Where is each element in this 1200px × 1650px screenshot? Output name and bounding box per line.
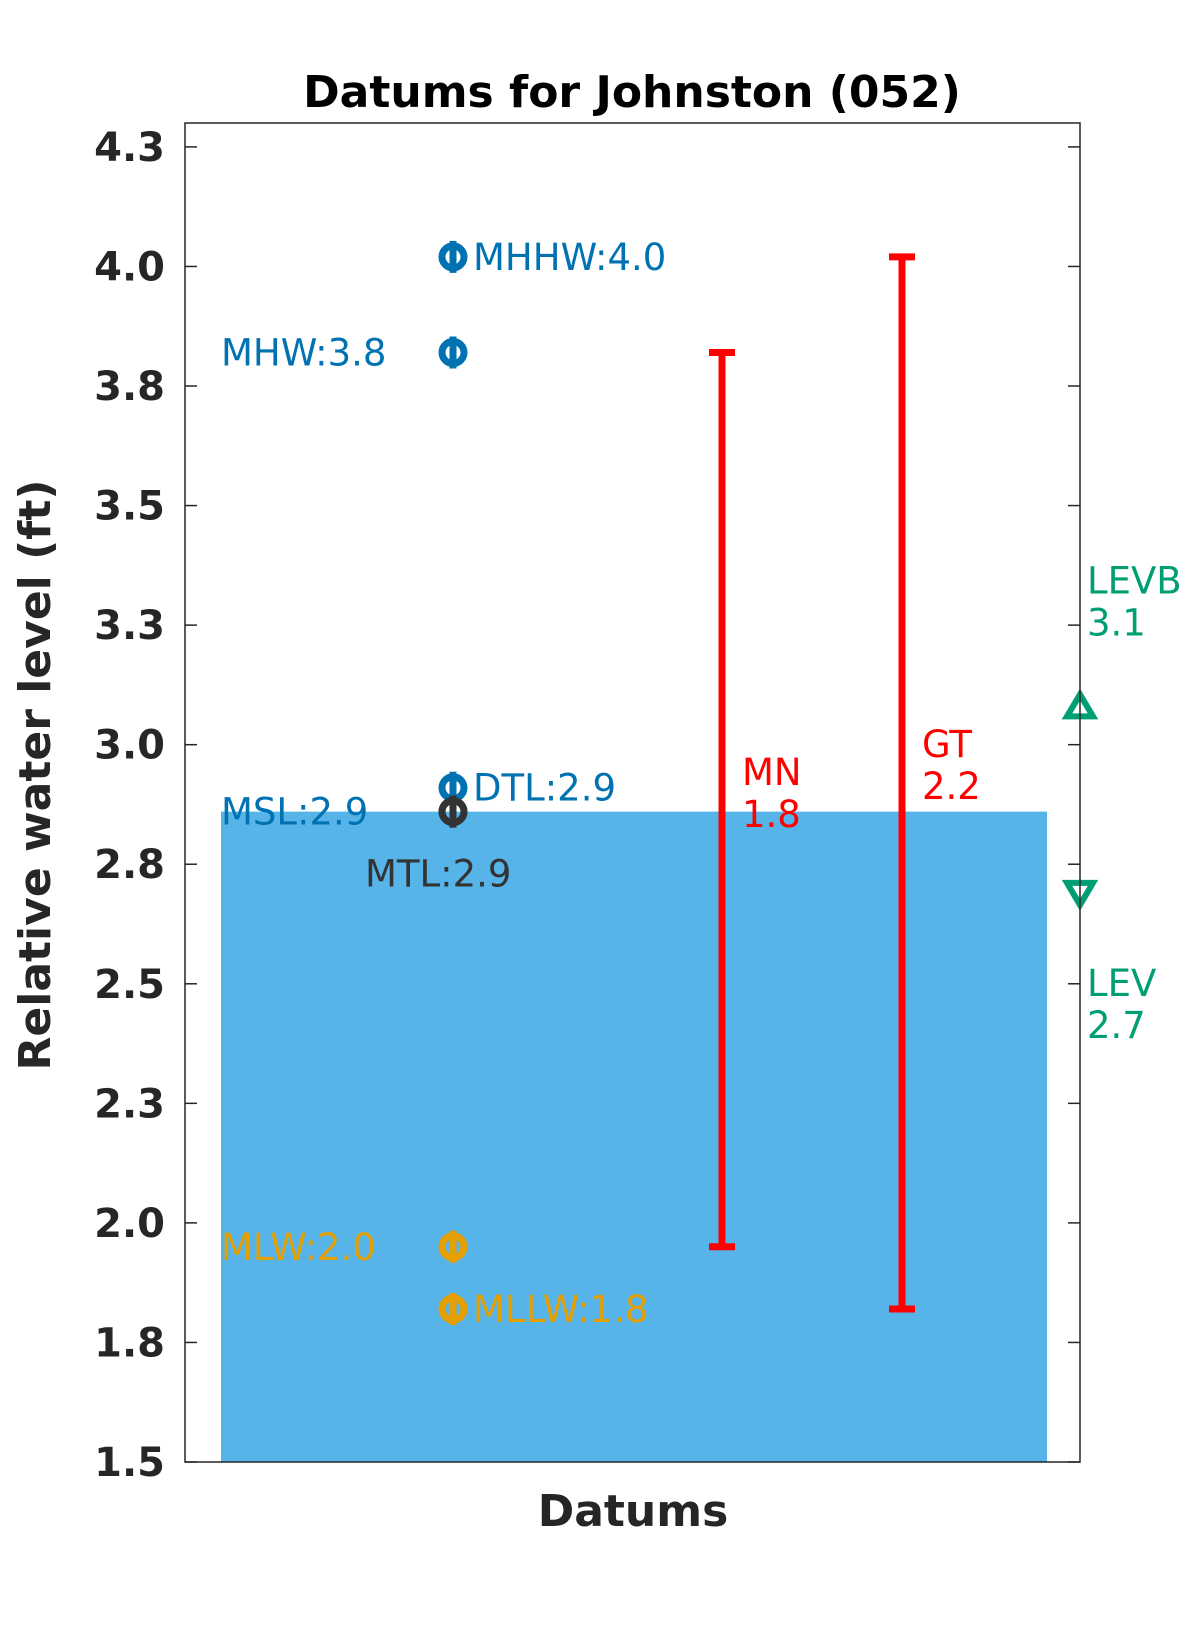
extreme-value-lev: 2.7 bbox=[1087, 1004, 1146, 1047]
y-tick-label: 2.3 bbox=[94, 1081, 165, 1127]
range-label-gt: GT bbox=[922, 723, 972, 766]
y-tick-label: 2.5 bbox=[94, 962, 165, 1008]
datum-label-dtl: DTL:2.9 bbox=[473, 767, 616, 810]
datum-mhw: MHW:3.8 bbox=[221, 332, 468, 375]
y-tick-label: 2.0 bbox=[94, 1201, 165, 1247]
y-tick-label: 3.0 bbox=[94, 723, 165, 769]
range-value-gt: 2.2 bbox=[922, 765, 981, 808]
range-label-mn: MN bbox=[742, 751, 802, 794]
datum-label-mlw: MLW:2.0 bbox=[221, 1226, 376, 1269]
y-tick-label: 1.8 bbox=[94, 1320, 165, 1366]
datum-mtl: MTL:2.9 bbox=[365, 795, 511, 896]
y-tick-label: 1.5 bbox=[94, 1440, 165, 1486]
datum-mhhw: MHHW:4.0 bbox=[438, 236, 666, 279]
axis-layer: 1.5 1.8 2.0 2.3 2.5 2.8 3.0 3.3 3.5 3.8 4.0 4.3 bbox=[94, 122, 1081, 1486]
extreme-label-lev: LEV bbox=[1087, 962, 1156, 1005]
water-level-bar-layer bbox=[221, 811, 1047, 1462]
y-tick-label: 3.5 bbox=[94, 484, 165, 530]
water-level-bar bbox=[221, 811, 1047, 1462]
datum-label-mhhw: MHHW:4.0 bbox=[473, 236, 666, 279]
datum-label-mtl: MTL:2.9 bbox=[365, 853, 511, 896]
datum-label-mllw: MLLW:1.8 bbox=[473, 1288, 648, 1331]
range-gt: GT2.2 bbox=[889, 253, 981, 1313]
y-tick-label: 2.8 bbox=[94, 842, 165, 888]
datum-mllw: MLLW:1.8 bbox=[438, 1288, 648, 1331]
extreme-value-levb: 3.1 bbox=[1087, 601, 1146, 644]
datum-dtl: DTL:2.9 bbox=[438, 767, 616, 810]
y-tick-label: 4.0 bbox=[94, 244, 165, 290]
range-layer: MN1.8 GT2.2 bbox=[709, 253, 981, 1313]
datum-mlw: MLW:2.0 bbox=[221, 1226, 468, 1269]
y-axis-label: Relative water level (ft) bbox=[10, 480, 61, 1071]
y-tick-label: 3.3 bbox=[94, 603, 165, 649]
datum-layer: MHHW:4.0 MHW:3.8 DTL:2.9 MSL:2.9 MTL:2.9 MLW:… bbox=[221, 236, 666, 1331]
plot-frame bbox=[184, 122, 1081, 1463]
range-value-mn: 1.8 bbox=[742, 793, 801, 836]
y-tick-label: 4.3 bbox=[94, 125, 165, 171]
y-tick-label: 3.8 bbox=[94, 364, 165, 410]
range-mn: MN1.8 bbox=[709, 349, 802, 1251]
extreme-label-levb: LEVB bbox=[1087, 559, 1182, 602]
datum-label-msl: MSL:2.9 bbox=[221, 791, 368, 834]
chart-title: Datums for Johnston (052) bbox=[303, 67, 961, 118]
x-axis-label: Datums bbox=[538, 1486, 729, 1537]
datum-label-mhw: MHW:3.8 bbox=[221, 332, 386, 375]
